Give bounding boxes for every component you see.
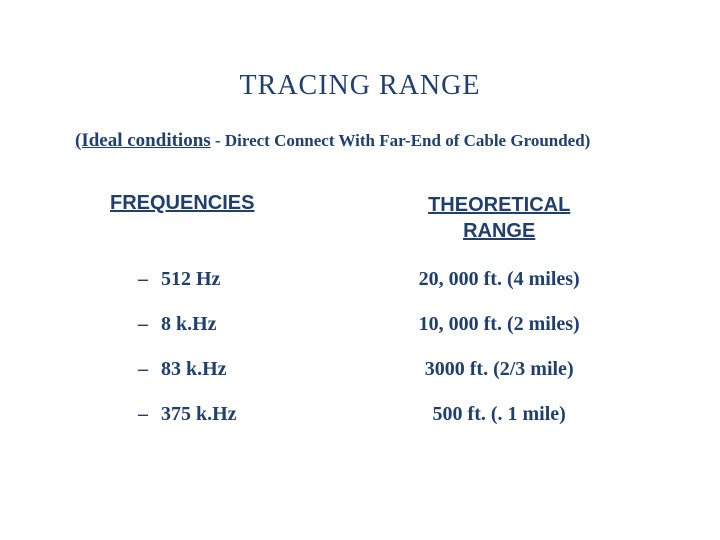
table-row: – 512 Hz 20, 000 ft. (4 miles)	[60, 268, 660, 291]
dash-icon: –	[138, 313, 156, 336]
table-row: – 375 k.Hz 500 ft. (. 1 mile)	[60, 403, 660, 426]
freq-value: 512 Hz	[156, 268, 220, 290]
slide-subtitle: (Ideal conditions - Direct Connect With …	[60, 130, 660, 152]
header-frequencies: FREQUENCIES	[70, 192, 348, 215]
table-row: – 8 k.Hz 10, 000 ft. (2 miles)	[60, 313, 660, 336]
column-headers: FREQUENCIES THEORETICAL RANGE	[60, 192, 660, 268]
freq-cell: – 83 k.Hz	[70, 358, 348, 381]
slide: TRACING RANGE (Ideal conditions - Direct…	[0, 0, 720, 540]
col-left: FREQUENCIES	[70, 192, 348, 268]
table-row: – 83 k.Hz 3000 ft. (2/3 mile)	[60, 358, 660, 381]
freq-value: 83 k.Hz	[156, 358, 227, 380]
freq-cell: – 512 Hz	[70, 268, 348, 291]
header-range-l1: THEORETICAL	[428, 194, 570, 216]
header-range-l2: RANGE	[463, 220, 535, 242]
range-cell: 3000 ft. (2/3 mile)	[348, 358, 650, 381]
slide-title: TRACING RANGE	[60, 70, 660, 102]
subtitle-lead: (Ideal conditions	[75, 130, 211, 151]
freq-cell: – 375 k.Hz	[70, 403, 348, 426]
freq-cell: – 8 k.Hz	[70, 313, 348, 336]
header-range: THEORETICAL RANGE	[348, 192, 650, 244]
subtitle-rest: - Direct Connect With Far-End of Cable G…	[211, 131, 591, 150]
range-cell: 500 ft. (. 1 mile)	[348, 403, 650, 426]
range-cell: 10, 000 ft. (2 miles)	[348, 313, 650, 336]
col-right: THEORETICAL RANGE	[348, 192, 650, 268]
freq-value: 375 k.Hz	[156, 403, 237, 425]
dash-icon: –	[138, 358, 156, 381]
range-cell: 20, 000 ft. (4 miles)	[348, 268, 650, 291]
dash-icon: –	[138, 268, 156, 291]
dash-icon: –	[138, 403, 156, 426]
freq-value: 8 k.Hz	[156, 313, 217, 335]
